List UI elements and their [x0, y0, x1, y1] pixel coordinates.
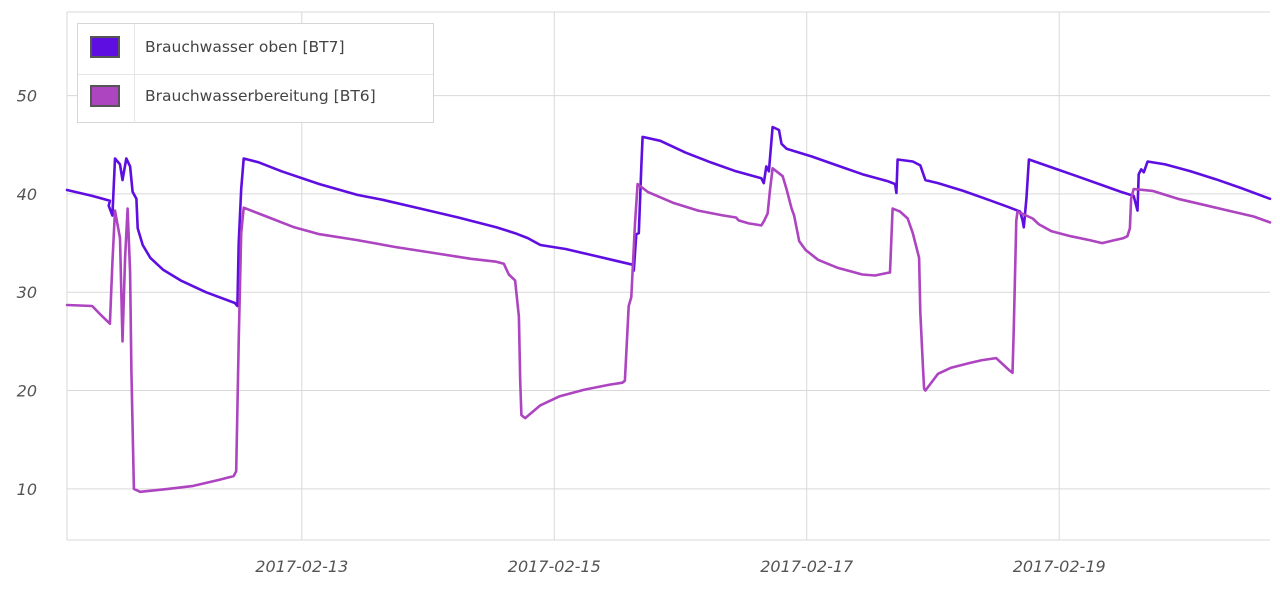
legend: Brauchwasser oben [BT7] Brauchwasserbere…	[77, 23, 434, 123]
x-axis-ticks: 2017-02-13 2017-02-15 2017-02-17 2017-02-19	[255, 557, 1105, 576]
y-tick-label-5: 50	[17, 87, 37, 106]
legend-item-series-1[interactable]: Brauchwasser oben [BT7]	[78, 24, 433, 75]
legend-swatch-series-1	[90, 36, 120, 58]
y-tick-label-1: 10	[17, 480, 37, 499]
x-tick-label-3: 2017-02-17	[760, 557, 854, 576]
y-tick-label-2: 20	[17, 382, 37, 401]
legend-swatch-series-2	[90, 85, 120, 107]
y-axis-ticks: 10 20 30 40 50	[17, 87, 37, 499]
series-line-1	[65, 125, 1272, 308]
legend-label-series-1: Brauchwasser oben [BT7]	[145, 38, 345, 56]
series-lines	[65, 125, 1272, 494]
x-tick-label-1: 2017-02-13	[255, 557, 348, 576]
series-line-2	[65, 167, 1272, 494]
x-tick-label-4: 2017-02-19	[1013, 557, 1106, 576]
legend-item-series-2[interactable]: Brauchwasserbereitung [BT6]	[78, 73, 433, 123]
y-tick-label-4: 40	[17, 185, 37, 204]
plot-frame	[66, 11, 1270, 541]
legend-label-series-2: Brauchwasserbereitung [BT6]	[145, 87, 376, 105]
y-tick-label-3: 30	[17, 283, 37, 302]
x-tick-label-2: 2017-02-15	[508, 557, 601, 576]
